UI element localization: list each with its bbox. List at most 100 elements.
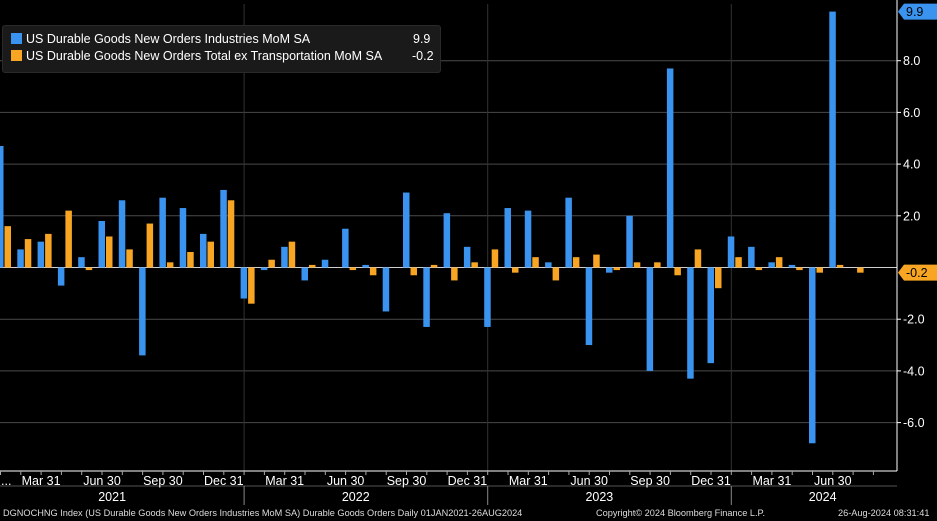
bar-industries-19: [382, 267, 390, 312]
bar-ex-transport-11: [227, 200, 235, 268]
bar-industries-17: [342, 228, 349, 268]
bar-industries-7: [139, 267, 146, 356]
y-tick-label-4: 2.0: [903, 209, 920, 223]
bar-ex-transport-7: [146, 223, 154, 268]
legend-label-ex-transport: US Durable Goods New Orders Total ex Tra…: [26, 49, 383, 63]
bar-ex-transport-2: [45, 233, 52, 268]
legend: US Durable Goods New Orders Industries M…: [2, 25, 441, 73]
bar-ex-transport-18: [369, 267, 377, 276]
bar-ex-transport-1: [24, 239, 32, 268]
x-tick-label-4: Mar 31: [265, 474, 304, 488]
bar-ex-transport-9: [187, 251, 194, 268]
bar-ex-transport-41: [836, 264, 844, 268]
bar-industries-13: [260, 267, 268, 271]
bar-ex-transport-20: [410, 267, 417, 276]
bar-industries-41: [829, 11, 836, 268]
bar-industries-31: [626, 215, 633, 268]
bar-ex-transport-17: [349, 267, 357, 271]
bar-industries-26: [524, 210, 532, 268]
bar-industries-27: [545, 262, 552, 268]
y-tick-label-0: 9.9: [906, 5, 923, 19]
bar-industries-40: [809, 267, 816, 444]
bar-industries-4: [78, 257, 85, 268]
bar-ex-transport-33: [674, 267, 681, 276]
bar-industries-11: [220, 189, 227, 268]
bar-ex-transport-39: [796, 267, 803, 271]
last-value-tag-5: [898, 264, 937, 281]
bar-ex-transport-28: [572, 257, 580, 268]
bar-ex-transport-12: [248, 267, 255, 304]
bar-ex-transport-24: [491, 249, 499, 268]
bar-industries-6: [118, 200, 126, 268]
bar-industries-34: [687, 267, 694, 379]
x-tick-label-3: Dec 31: [204, 474, 244, 488]
bar-ex-transport-40: [816, 267, 823, 273]
bar-ex-transport-42: [857, 267, 864, 273]
bar-industries-21: [423, 267, 430, 327]
bar-ex-transport-38: [775, 257, 783, 268]
bar-industries-23: [463, 246, 471, 268]
bar-ex-transport-21: [430, 264, 438, 268]
bar-ex-transport-23: [471, 262, 478, 268]
bar-industries-38: [768, 262, 775, 268]
y-tick-label-8: -6.0: [903, 416, 925, 430]
bar-ex-transport-10: [207, 241, 214, 268]
x-year-label-1: 2022: [342, 490, 370, 504]
bar-industries-37: [748, 246, 755, 268]
footer-copyright: Copyright© 2024 Bloomberg Finance L.P.: [596, 508, 766, 518]
bar-industries-35: [707, 267, 714, 364]
x-tick-label-8: Mar 31: [509, 474, 548, 488]
bar-ex-transport-3: [65, 210, 72, 268]
legend-value-ex-transport: -0.2: [412, 49, 434, 63]
bar-industries-36: [727, 236, 735, 268]
y-tick-label-5: -0.2: [906, 266, 928, 280]
bar-ex-transport-0: [4, 226, 11, 268]
x-tick-label-6: Sep 30: [387, 474, 427, 488]
legend-entry-ex-transport[interactable]: US Durable Goods New Orders Total ex Tra…: [11, 49, 434, 65]
bar-industries-5: [98, 220, 105, 268]
bar-ex-transport-30: [613, 267, 620, 271]
y-tick-label-3: 4.0: [903, 158, 920, 172]
bar-industries-22: [443, 213, 451, 268]
bar-ex-transport-5: [106, 236, 113, 268]
x-tick-label-5: Jun 30: [327, 474, 365, 488]
x-tick-label-0: Mar 31: [22, 474, 61, 488]
bar-ex-transport-8: [166, 262, 174, 268]
bar-industries-33: [666, 68, 674, 268]
bar-ex-transport-4: [85, 267, 93, 271]
x-tick-label-11: Dec 31: [691, 474, 731, 488]
x-year-label-3: 2024: [809, 490, 837, 504]
x-tick-label-10: Sep 30: [630, 474, 670, 488]
last-value-tag-0: [898, 3, 937, 20]
bar-industries-28: [565, 197, 572, 268]
bar-industries-32: [646, 267, 654, 371]
bar-industries-25: [504, 208, 511, 268]
bar-industries-24: [484, 267, 491, 327]
legend-value-industries: 9.9: [413, 32, 431, 46]
bar-ex-transport-13: [268, 259, 275, 268]
footer: DGNOCHNG Index (US Durable Goods New Ord…: [0, 506, 937, 521]
x-tick-label-13: Jun 30: [814, 474, 852, 488]
bar-industries-20: [403, 192, 410, 268]
bar-industries-2: [37, 241, 45, 268]
bar-industries-10: [200, 233, 207, 268]
legend-swatch-orange: [11, 50, 22, 61]
y-tick-label-2: 6.0: [903, 106, 920, 120]
bar-ex-transport-29: [593, 254, 600, 268]
bar-ex-transport-37: [755, 267, 763, 271]
y-tick-label-6: -2.0: [903, 313, 925, 327]
x-tick-label-9: Jun 30: [570, 474, 608, 488]
legend-entry-industries[interactable]: US Durable Goods New Orders Industries M…: [11, 32, 430, 48]
bar-industries-3: [57, 267, 65, 286]
bar-ex-transport-25: [512, 267, 519, 273]
bar-ex-transport-34: [694, 249, 702, 268]
bar-ex-transport-31: [633, 262, 641, 268]
legend-label-industries: US Durable Goods New Orders Industries M…: [26, 32, 311, 46]
x-tick-label-1: Jun 30: [83, 474, 121, 488]
footer-timestamp: 26-Aug-2024 08:31:41: [838, 508, 930, 518]
bar-ex-transport-27: [552, 267, 560, 281]
x-year-label-0: 2021: [98, 490, 126, 504]
y-tick-label-1: 8.0: [903, 54, 920, 68]
bar-industries-9: [179, 208, 187, 268]
